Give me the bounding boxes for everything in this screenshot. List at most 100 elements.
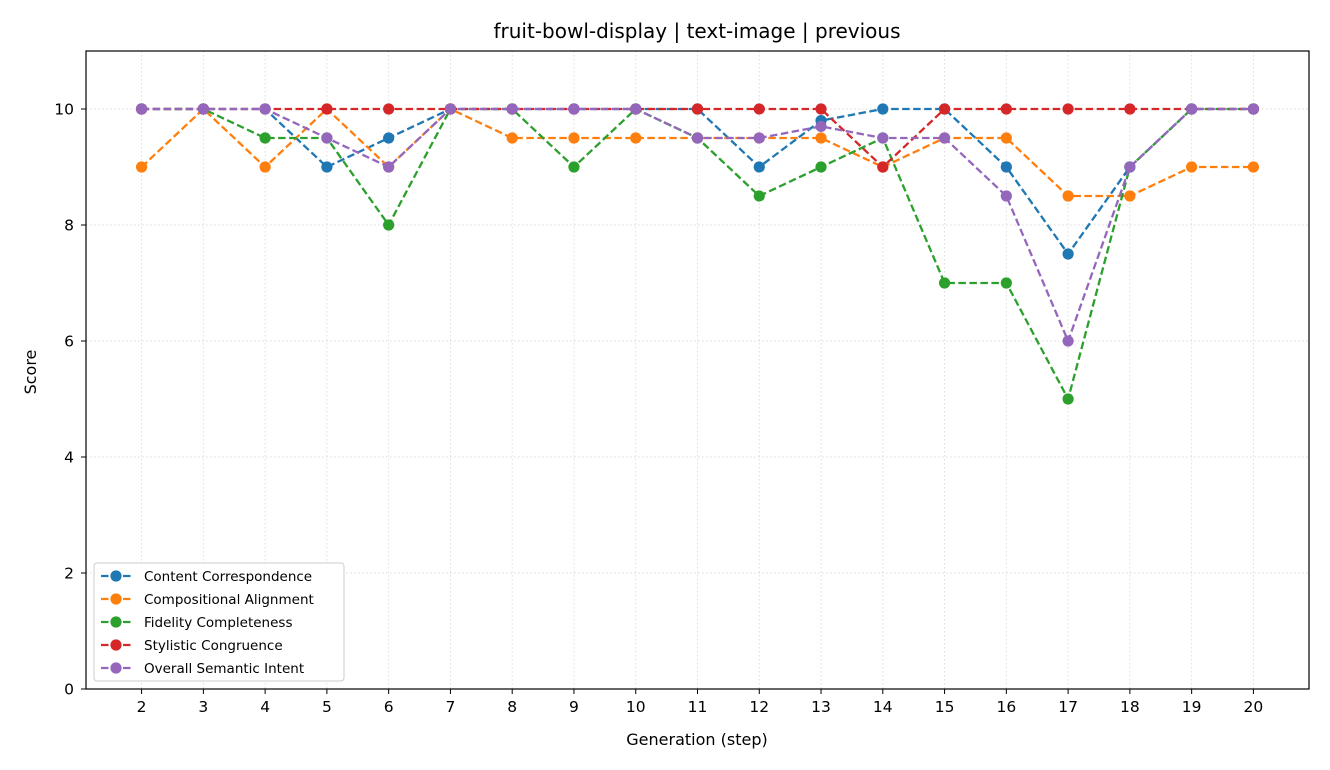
y-tick-label: 0 [64,681,74,699]
legend-box [93,562,345,682]
x-tick-label: 20 [1244,698,1264,716]
data-point [259,161,271,173]
y-axis-label: Score [21,350,40,395]
x-axis: 2 3 4 5 6 7 8 9 10 11 12 13 14 15 16 17 18 19 20 [137,689,1264,716]
x-axis-label: Generation (step) [626,730,767,749]
data-point [1000,103,1012,115]
x-tick-label: 5 [322,698,332,716]
legend-label: Content Correspondence [144,569,312,585]
legend-item: Compositional Alignment [101,592,314,608]
y-axis: 0 2 4 6 8 10 [54,101,86,699]
data-point [753,190,765,202]
legend-marker [110,639,122,651]
data-point [568,132,580,144]
data-point [1124,103,1136,115]
data-point [1062,190,1074,202]
x-tick-label: 14 [873,698,893,716]
data-point [1186,103,1198,115]
data-point [321,103,333,115]
data-point [753,103,765,115]
x-tick-label: 7 [445,698,455,716]
data-point [1247,103,1260,115]
data-point [815,120,827,132]
data-point [321,161,333,173]
data-point [135,161,148,173]
y-tick-label: 4 [64,449,74,467]
x-tick-label: 12 [749,698,769,716]
data-point [938,277,951,289]
data-point [753,161,765,173]
legend-item: Fidelity Completeness [101,615,292,631]
x-tick-label: 16 [996,698,1016,716]
data-point [383,132,395,144]
data-point [1062,335,1074,347]
legend-marker [110,662,122,674]
data-point [259,103,271,115]
series-4 [135,103,1260,347]
x-tick-label: 11 [688,698,708,716]
y-tick-label: 6 [64,333,74,351]
x-tick-label: 18 [1120,698,1140,716]
data-point [691,103,704,115]
data-point [630,103,642,115]
y-tick-label: 8 [64,217,74,235]
data-point [259,132,271,144]
data-point [1247,161,1260,173]
data-point [753,132,765,144]
data-point [321,132,333,144]
x-tick-label: 17 [1058,698,1078,716]
data-point [506,132,518,144]
legend-marker [110,616,122,628]
x-tick-label: 15 [935,698,955,716]
data-point [1062,248,1074,260]
data-point [1062,103,1074,115]
x-tick-label: 10 [626,698,646,716]
legend: Content Correspondence Compositional Alig… [93,562,345,682]
data-point [938,103,951,115]
data-point [383,161,395,173]
x-tick-label: 3 [198,698,208,716]
data-point [383,219,395,231]
data-point [1000,277,1012,289]
data-point [877,161,889,173]
data-point [1000,190,1012,202]
legend-label: Stylistic Congruence [144,638,283,654]
data-point [630,132,642,144]
data-point [1000,161,1012,173]
y-tick-label: 10 [54,101,74,119]
data-point [444,103,457,115]
data-point [1000,132,1012,144]
data-point [691,132,704,144]
legend-marker [110,570,122,582]
x-tick-label: 4 [260,698,270,716]
x-tick-label: 9 [569,698,579,716]
chart-title: fruit-bowl-display | text-image | previo… [493,19,900,43]
data-point [1186,161,1198,173]
y-tick-label: 2 [64,565,74,583]
legend-item: Content Correspondence [101,569,312,585]
data-point [568,161,580,173]
data-point [568,103,580,115]
legend-item: Stylistic Congruence [101,638,283,654]
legend-marker [110,593,122,605]
data-point [1124,190,1136,202]
x-tick-label: 8 [507,698,517,716]
legend-label: Fidelity Completeness [144,615,292,631]
legend-label: Overall Semantic Intent [144,661,304,677]
data-point [197,103,209,115]
legend-item: Overall Semantic Intent [101,661,304,677]
data-point [135,103,148,115]
x-tick-label: 6 [384,698,394,716]
data-point [815,103,827,115]
data-point [877,103,889,115]
legend-label: Compositional Alignment [144,592,314,608]
x-tick-label: 2 [137,698,147,716]
data-point [938,132,951,144]
data-point [1124,161,1136,173]
data-point [383,103,395,115]
x-tick-label: 13 [811,698,831,716]
data-point [877,132,889,144]
series-group [135,103,1260,405]
data-point [1062,393,1074,405]
